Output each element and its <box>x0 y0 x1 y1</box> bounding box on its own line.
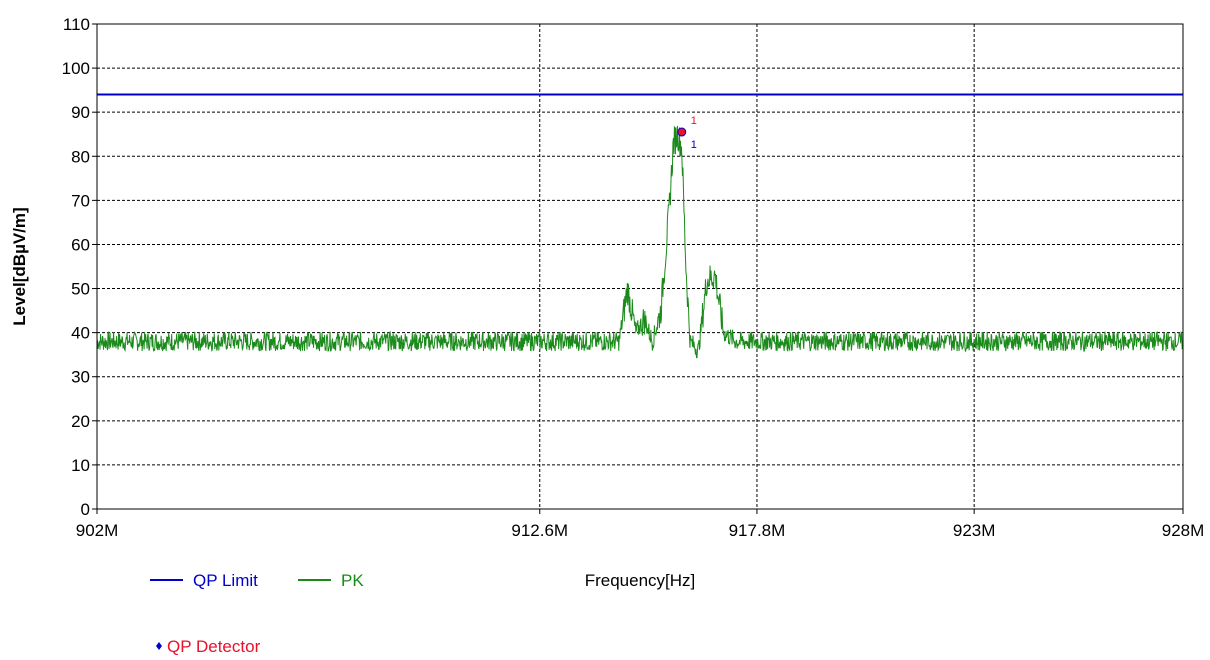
x-tick-label: 902M <box>76 521 119 540</box>
plot-frame <box>96 23 1184 510</box>
y-tick-label: 20 <box>71 412 90 431</box>
x-tick-label: 923M <box>953 521 996 540</box>
y-tick-label: 10 <box>71 456 90 475</box>
x-tick-labels: 902M 912.6M 917.8M 923M 928M <box>76 509 1205 540</box>
series-layer <box>96 93 1183 359</box>
series-pk-line <box>96 125 1183 359</box>
x-tick-label: 912.6M <box>511 521 568 540</box>
marker-label-pk: 1 <box>691 139 697 151</box>
x-tick-label: 917.8M <box>729 521 786 540</box>
qp-detector-marker <box>677 127 687 137</box>
y-tick-label: 80 <box>71 147 90 166</box>
y-axis-label: Level[dBµV/m] <box>10 207 29 325</box>
y-tick-label: 40 <box>71 324 90 343</box>
grid <box>97 24 1183 509</box>
x-tick-label: 928M <box>1162 521 1205 540</box>
legend-label: PK <box>341 571 364 590</box>
y-tick-labels: 0 10 20 30 40 50 60 70 80 90 100 110 <box>62 15 97 519</box>
y-tick-label: 100 <box>62 59 90 78</box>
legend-marker-icon <box>156 642 162 650</box>
y-tick-label: 0 <box>81 500 90 519</box>
legend-label: QP Detector <box>167 637 261 656</box>
y-tick-label: 60 <box>71 235 90 254</box>
marker-layer: 11 <box>677 115 697 151</box>
y-tick-label: 50 <box>71 280 90 299</box>
x-axis-label: Frequency[Hz] <box>585 571 696 590</box>
legend: QP Limit PK QP Detector <box>150 571 364 656</box>
y-tick-label: 90 <box>71 103 90 122</box>
legend-label: QP Limit <box>193 571 258 590</box>
y-tick-label: 70 <box>71 191 90 210</box>
y-tick-label: 30 <box>71 368 90 387</box>
y-tick-label: 110 <box>63 15 90 34</box>
marker-label-qp: 1 <box>691 115 697 127</box>
